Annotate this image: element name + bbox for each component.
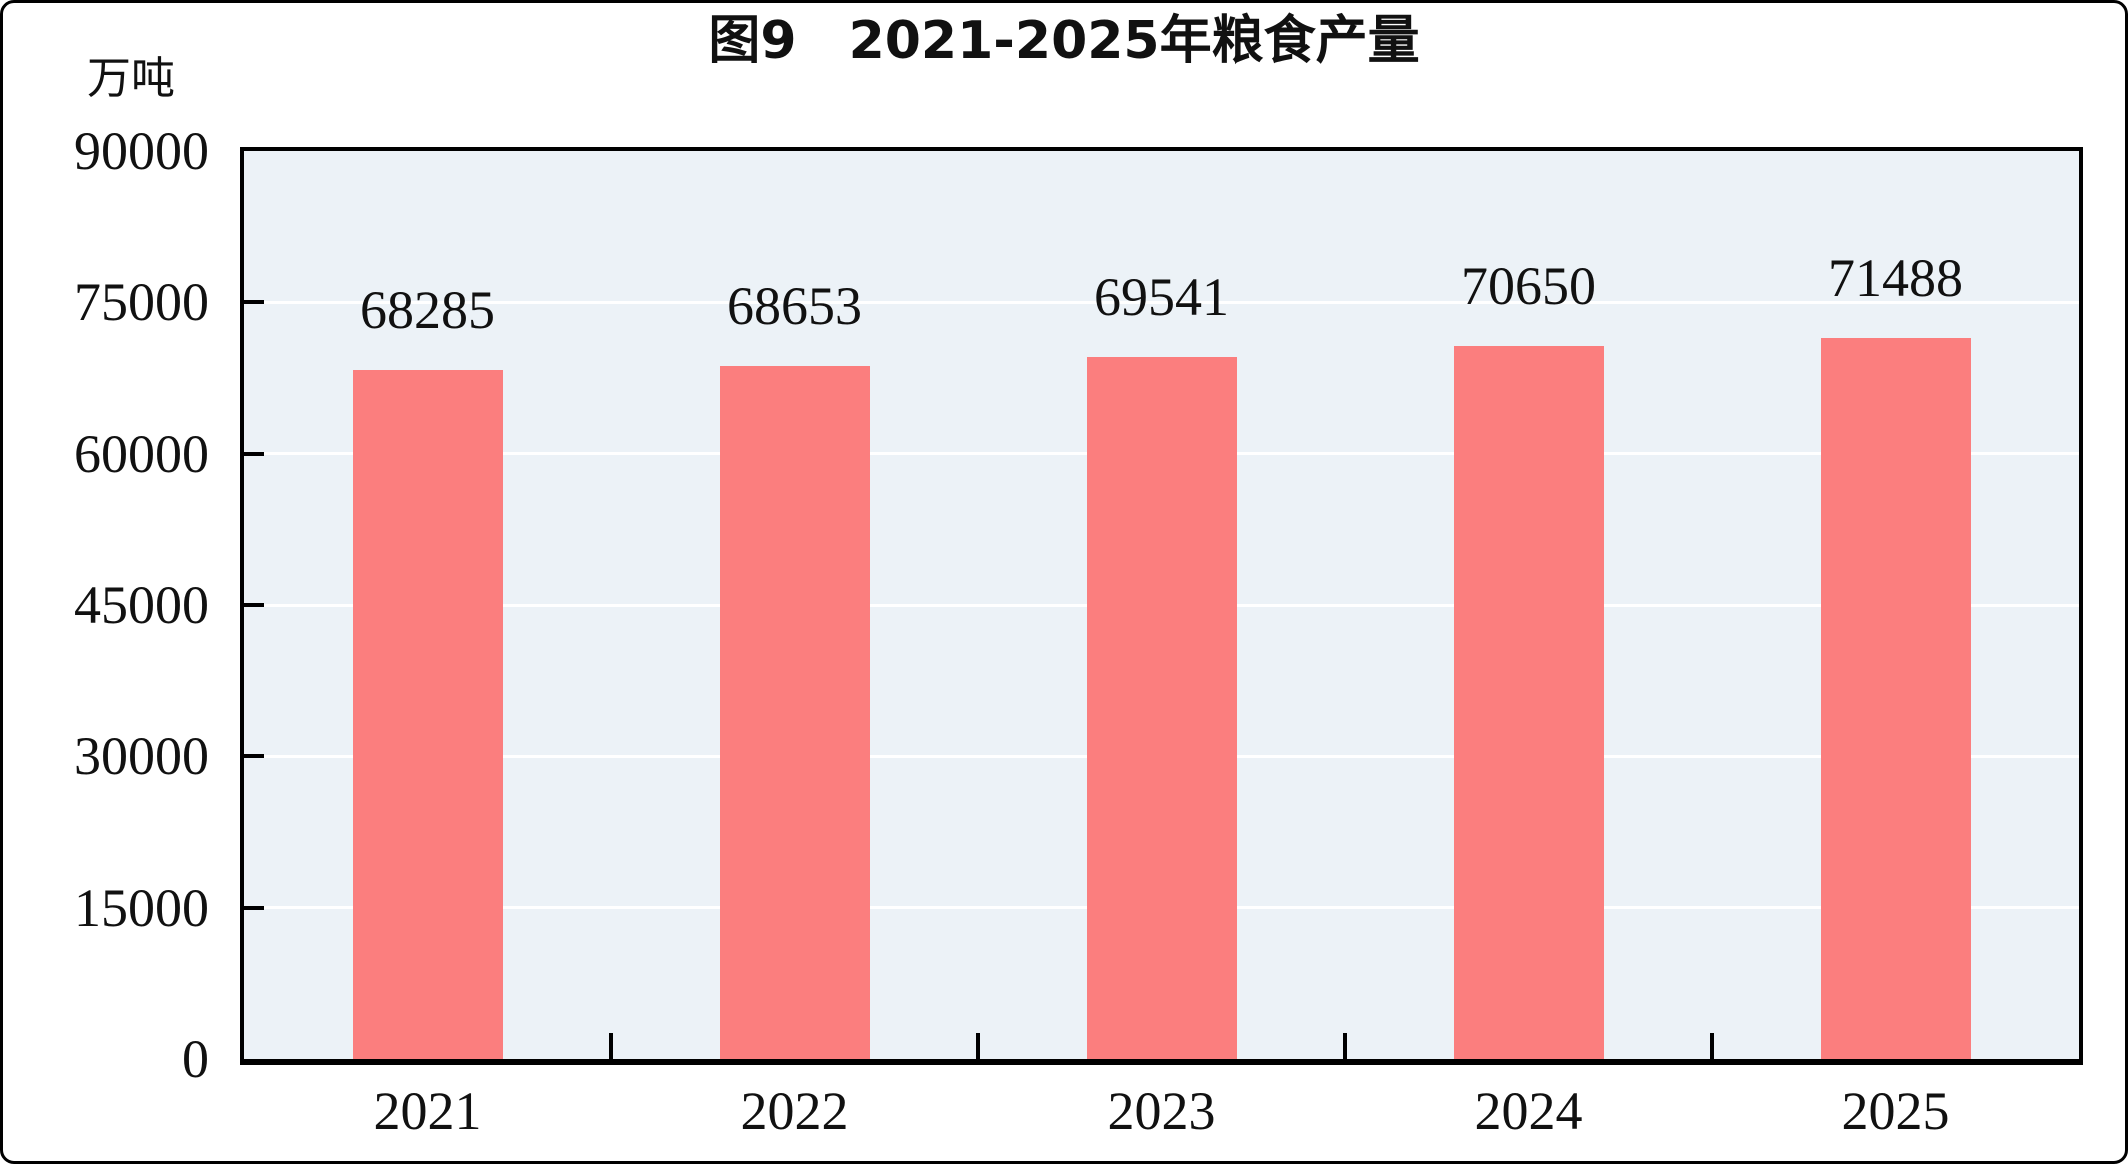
x-tick-label-2023: 2023 xyxy=(1107,1081,1216,1141)
bar-value-label-2022: 68653 xyxy=(727,276,862,337)
bar-value-label-2021: 68285 xyxy=(360,280,495,341)
bar-value-label-2025: 71488 xyxy=(1828,247,1963,308)
y-axis-tick-mark-45000 xyxy=(244,603,264,607)
plot-area: 68285 68653 69541 70650 71488 xyxy=(240,147,2083,1065)
x-axis-tick-mark-2 xyxy=(976,1033,980,1059)
x-axis-tick-labels: 2021 2022 2023 2024 2025 xyxy=(244,1081,2079,1141)
y-tick-label-30000: 30000 xyxy=(74,726,209,787)
y-tick-label-75000: 75000 xyxy=(74,272,209,333)
x-axis-tick-mark-1 xyxy=(609,1033,613,1059)
x-axis-tick-mark-3 xyxy=(1343,1033,1347,1059)
y-tick-label-60000: 60000 xyxy=(74,423,209,484)
y-axis-unit-label: 万吨 xyxy=(87,54,175,103)
x-axis-tick-mark-4 xyxy=(1710,1033,1714,1059)
bar-2025 xyxy=(1820,337,1971,1059)
bar-2024 xyxy=(1453,346,1604,1059)
chart-title: 图9 2021-2025年粮食产量 xyxy=(708,11,1420,71)
y-axis-tick-mark-30000 xyxy=(244,754,264,759)
y-tick-label-45000: 45000 xyxy=(74,575,209,635)
y-axis-tick-mark-60000 xyxy=(244,451,264,456)
y-tick-label-90000: 90000 xyxy=(74,121,209,181)
x-tick-label-2025: 2025 xyxy=(1841,1081,1950,1141)
bar-2023 xyxy=(1086,357,1237,1059)
y-axis-tick-mark-15000 xyxy=(244,905,264,910)
y-tick-label-0: 0 xyxy=(182,1029,209,1089)
bar-2022 xyxy=(719,366,870,1059)
x-tick-label-2024: 2024 xyxy=(1474,1081,1583,1141)
bar-value-label-2024: 70650 xyxy=(1461,256,1596,317)
x-tick-label-2021: 2021 xyxy=(373,1081,482,1141)
bar-value-label-2023: 69541 xyxy=(1094,267,1229,328)
y-axis-tick-mark-75000 xyxy=(244,300,264,305)
x-tick-label-2022: 2022 xyxy=(740,1081,849,1141)
y-tick-label-15000: 15000 xyxy=(74,877,209,938)
bar-2021 xyxy=(352,370,503,1059)
y-axis-tick-labels: 0 15000 30000 45000 60000 75000 90000 xyxy=(3,124,209,1086)
gridline-75000 xyxy=(244,300,2079,304)
